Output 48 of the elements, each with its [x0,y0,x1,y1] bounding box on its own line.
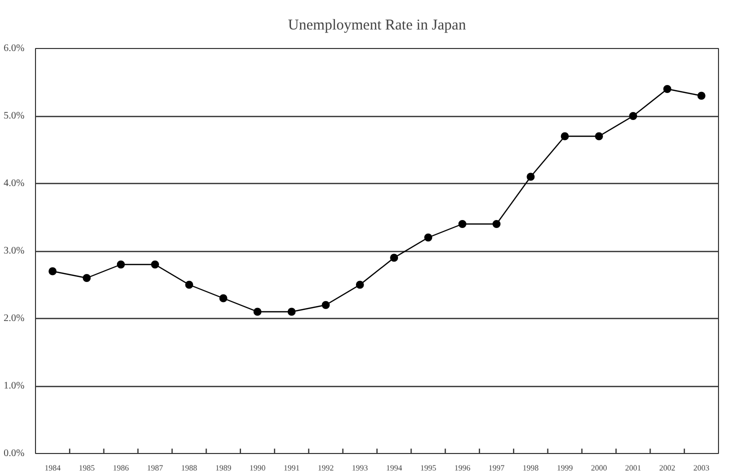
point [594,132,603,140]
point [116,260,125,268]
point [356,280,364,289]
y-tick-label: 2.0% [4,313,25,324]
x-tick-label: 1985 [78,464,95,472]
x-tick-label: 2001 [625,464,642,472]
point [185,280,194,289]
chart-title: Unemployment Rate in Japan [288,18,466,34]
y-tick-label: 4.0% [4,178,25,189]
point [663,85,672,93]
point [48,267,57,276]
point [424,234,432,242]
point [697,92,706,100]
y-tick-label: 1.0% [4,380,25,392]
x-tick-label: 1990 [249,464,266,472]
point [390,254,398,262]
x-tick-label: 1986 [112,464,129,472]
point [253,308,262,316]
point [560,132,569,140]
x-tick-label: 1997 [488,464,505,472]
y-tick-label: 0.0% [4,448,25,459]
point [322,301,330,309]
x-tick-label: 2000 [590,464,607,472]
x-tick-label: 1984 [44,464,61,472]
point [492,220,501,228]
point [458,220,466,228]
y-tick-label: 5.0% [4,110,25,122]
point [82,274,91,282]
x-tick-label: 1987 [147,464,164,472]
point [526,172,535,181]
x-tick-label: 1991 [284,464,300,472]
x-tick-label: 2003 [693,464,710,472]
x-tick-label: 1998 [522,464,539,472]
x-tick-label: 1988 [181,464,198,472]
y-tick-label: 6.0% [4,43,25,54]
point [629,112,638,120]
point [219,294,228,302]
x-tick-label: 1989 [215,464,232,472]
x-tick-label: 1999 [556,464,573,472]
y-tick-label: 3.0% [4,246,25,256]
point [151,260,160,268]
x-tick-label: 1993 [352,464,368,472]
x-tick-label: 2002 [659,464,676,472]
x-tick-label: 1995 [420,464,436,472]
x-tick-label: 1996 [454,464,470,472]
x-tick-label: 1994 [386,464,402,472]
x-tick-label: 1992 [318,464,334,472]
point [288,308,296,316]
